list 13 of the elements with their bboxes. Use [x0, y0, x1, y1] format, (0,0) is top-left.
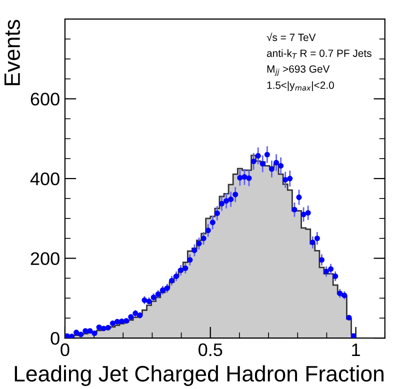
x-tick-label: 0.5: [198, 343, 222, 356]
y-axis-title: Events: [4, 20, 20, 86]
annotation: √s = 7 TeV: [266, 32, 316, 42]
y-tick-label: 600: [30, 92, 60, 106]
y-tick-label: 400: [30, 172, 60, 186]
x-tick-label: 1: [352, 344, 360, 356]
y-tick-label: 0: [50, 332, 60, 345]
y-tick-label: 200: [30, 252, 60, 266]
x-tick-label: 0: [60, 343, 70, 356]
x-axis-title: Leading Jet Charged Hadron Fraction: [14, 365, 384, 386]
annotation: 1.5<|y$_{max}$|<2.0: [267, 81, 334, 92]
annotation: anti-k$_{T}$ R = 0.7 PF Jets: [266, 49, 372, 59]
annotation: M$_{jj}$ >693 GeV: [267, 65, 330, 76]
